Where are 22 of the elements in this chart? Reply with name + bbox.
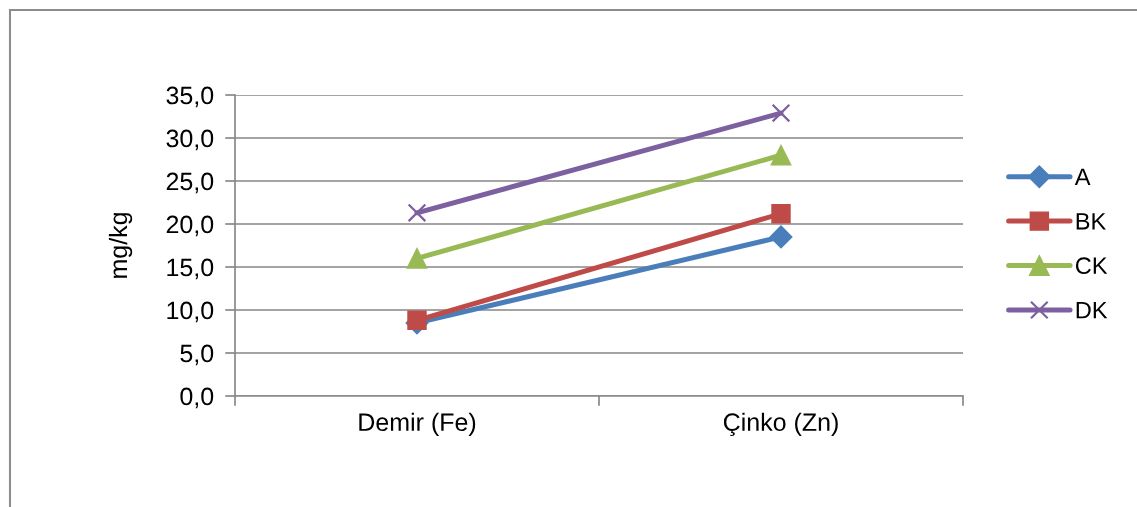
legend-label: A	[1074, 168, 1091, 185]
legend-label: BK	[1076, 213, 1106, 230]
y-tick-label: 5,0	[180, 344, 214, 366]
point	[770, 144, 792, 166]
legend-label: CK	[1075, 257, 1108, 275]
point	[769, 225, 793, 249]
point	[407, 203, 427, 223]
point	[407, 310, 427, 331]
y-axis-title: mg/kg	[108, 213, 133, 278]
point	[771, 103, 791, 123]
legend-label: DK	[1076, 302, 1108, 319]
point	[406, 247, 428, 269]
y-tick-label: 10,0	[167, 301, 214, 323]
y-tick-label: 0,0	[180, 387, 214, 409]
y-tick-label: 15,0	[167, 258, 214, 280]
y-tick-label: 30,0	[166, 129, 214, 151]
y-tick-label: 20,0	[166, 215, 214, 237]
y-tick-label: 35,0	[166, 86, 214, 108]
y-tick-label: 25,0	[166, 172, 214, 194]
point	[771, 203, 791, 224]
x-tick-label: Demir (Fe)	[359, 412, 476, 436]
x-tick-label: Çinko (Zn)	[723, 412, 838, 437]
